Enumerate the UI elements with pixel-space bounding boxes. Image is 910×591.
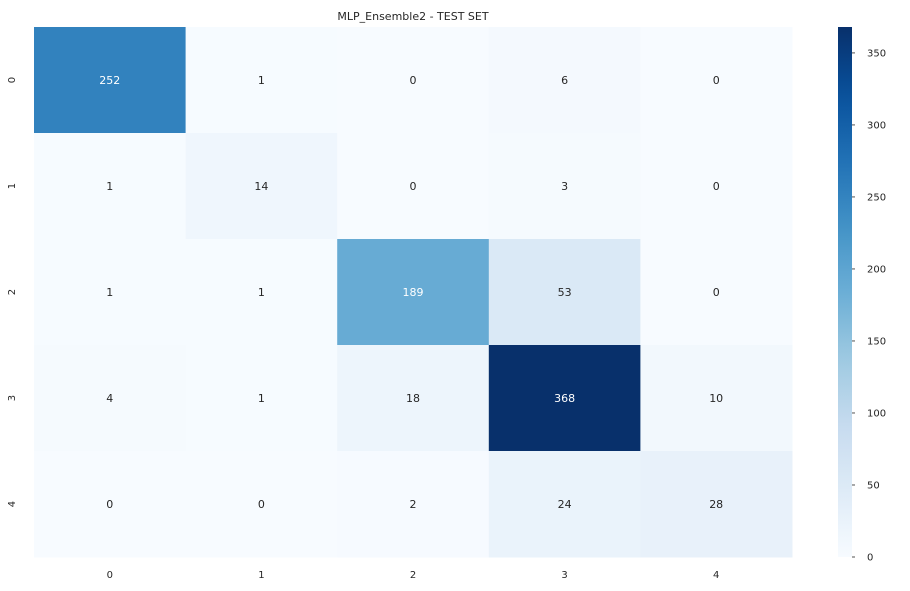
cell-value-r2-c0: 1 bbox=[106, 286, 113, 299]
cell-value-r1-c2: 0 bbox=[410, 180, 417, 193]
cell-value-r1-c1: 14 bbox=[254, 180, 268, 193]
y-tick-label: 0 bbox=[7, 77, 18, 83]
cell-value-r1-c4: 0 bbox=[713, 180, 720, 193]
cell-value-r2-c3: 53 bbox=[558, 286, 572, 299]
x-tick-label: 2 bbox=[410, 570, 416, 581]
heatmap-cell-r0-c2 bbox=[337, 27, 490, 134]
x-tick-label: 0 bbox=[107, 570, 113, 581]
heatmap-cell-r2-c2 bbox=[337, 239, 490, 346]
cell-value-r3-c3: 368 bbox=[554, 392, 575, 405]
x-tick-label: 4 bbox=[713, 570, 719, 581]
heatmap-cells bbox=[34, 27, 793, 558]
cell-value-r1-c3: 3 bbox=[561, 180, 568, 193]
heatmap-cell-r3-c1 bbox=[185, 345, 338, 452]
x-tick-label: 3 bbox=[561, 570, 567, 581]
cell-value-r4-c3: 24 bbox=[558, 498, 572, 511]
colorbar-tick-label: 200 bbox=[867, 264, 886, 275]
heatmap-cell-r3-c3 bbox=[488, 345, 641, 452]
heatmap-cell-r1-c4 bbox=[640, 133, 793, 240]
x-tick-labels: 0 1 2 3 4 bbox=[107, 570, 720, 581]
cell-value-r4-c1: 0 bbox=[258, 498, 265, 511]
cell-value-r2-c1: 1 bbox=[258, 286, 265, 299]
heatmap-cell-r1-c2 bbox=[337, 133, 490, 240]
heatmap-cell-r1-c3 bbox=[488, 133, 641, 240]
cell-value-r4-c2: 2 bbox=[410, 498, 417, 511]
cell-value-r0-c0: 252 bbox=[99, 74, 120, 87]
cell-value-r4-c4: 28 bbox=[709, 498, 723, 511]
cell-value-r3-c1: 1 bbox=[258, 392, 265, 405]
heatmap-cell-r4-c4 bbox=[640, 451, 793, 558]
heatmap-cell-r4-c0 bbox=[34, 451, 187, 558]
cell-value-r3-c4: 10 bbox=[709, 392, 723, 405]
heatmap-cell-r2-c3 bbox=[488, 239, 641, 346]
colorbar-tick-label: 300 bbox=[867, 120, 886, 131]
heatmap-cell-r0-c0 bbox=[34, 27, 187, 134]
heatmap-cell-r2-c4 bbox=[640, 239, 793, 346]
y-tick-labels: 0 1 2 3 4 bbox=[7, 77, 18, 507]
heatmap-cell-r1-c0 bbox=[34, 133, 187, 240]
heatmap-cell-r0-c3 bbox=[488, 27, 641, 134]
colorbar: 0 50 100 150 200 250 300 350 bbox=[838, 27, 886, 564]
heatmap-cell-r0-c4 bbox=[640, 27, 793, 134]
y-tick-label: 1 bbox=[7, 183, 18, 189]
cell-value-r0-c1: 1 bbox=[258, 74, 265, 87]
cell-annotations: 252 1 0 6 01 14 0 3 01 1 189 53 04 1 18 368 100 0 2 24 28 bbox=[99, 74, 723, 511]
cell-value-r0-c2: 0 bbox=[410, 74, 417, 87]
chart-title: MLP_Ensemble2 - TEST SET bbox=[337, 10, 488, 23]
heatmap-cell-r2-c0 bbox=[34, 239, 187, 346]
heatmap-cell-r3-c4 bbox=[640, 345, 793, 452]
cell-value-r0-c3: 6 bbox=[561, 74, 568, 87]
cell-value-r2-c4: 0 bbox=[713, 286, 720, 299]
colorbar-gradient bbox=[838, 27, 852, 557]
cell-value-r1-c0: 1 bbox=[106, 180, 113, 193]
cell-value-r2-c2: 189 bbox=[403, 286, 424, 299]
heatmap-cell-r4-c1 bbox=[185, 451, 338, 558]
heatmap-cell-r4-c3 bbox=[488, 451, 641, 558]
x-tick-label: 1 bbox=[258, 570, 264, 581]
heatmap-cell-r3-c2 bbox=[337, 345, 490, 452]
cell-value-r0-c4: 0 bbox=[713, 74, 720, 87]
heatmap-cell-r4-c2 bbox=[337, 451, 490, 558]
colorbar-tick-label: 150 bbox=[867, 336, 886, 347]
heatmap-cell-r0-c1 bbox=[185, 27, 338, 134]
y-tick-label: 2 bbox=[7, 289, 18, 295]
colorbar-tick-label: 350 bbox=[867, 48, 886, 59]
colorbar-tick-label: 0 bbox=[867, 553, 873, 564]
cell-value-r3-c2: 18 bbox=[406, 392, 420, 405]
y-tick-label: 3 bbox=[7, 395, 18, 401]
colorbar-tick-label: 250 bbox=[867, 192, 886, 203]
heatmap-cell-r3-c0 bbox=[34, 345, 187, 452]
heatmap-cell-r2-c1 bbox=[185, 239, 338, 346]
colorbar-tick-label: 50 bbox=[867, 480, 880, 491]
cell-value-r3-c0: 4 bbox=[106, 392, 113, 405]
y-tick-label: 4 bbox=[7, 501, 18, 507]
cell-value-r4-c0: 0 bbox=[106, 498, 113, 511]
colorbar-tick-label: 100 bbox=[867, 408, 886, 419]
heatmap-cell-r1-c1 bbox=[185, 133, 338, 240]
